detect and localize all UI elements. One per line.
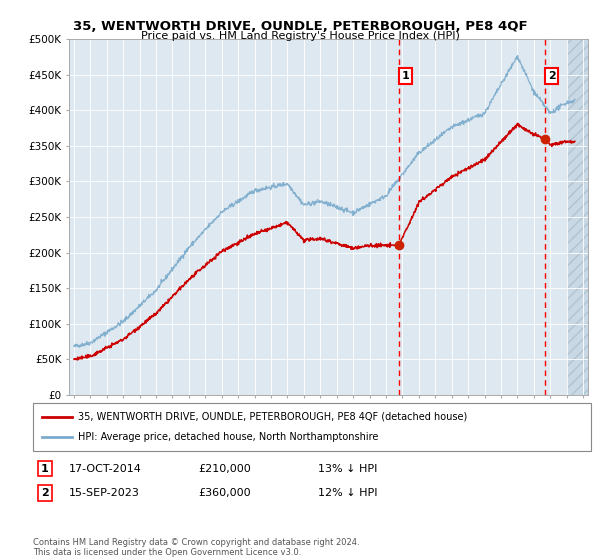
Text: Price paid vs. HM Land Registry's House Price Index (HPI): Price paid vs. HM Land Registry's House … <box>140 31 460 41</box>
Text: 15-SEP-2023: 15-SEP-2023 <box>69 488 140 498</box>
Text: 35, WENTWORTH DRIVE, OUNDLE, PETERBOROUGH, PE8 4QF (detached house): 35, WENTWORTH DRIVE, OUNDLE, PETERBOROUG… <box>78 412 467 422</box>
Text: Contains HM Land Registry data © Crown copyright and database right 2024.
This d: Contains HM Land Registry data © Crown c… <box>33 538 359 557</box>
Text: £210,000: £210,000 <box>198 464 251 474</box>
Text: 2: 2 <box>548 71 556 81</box>
Text: 17-OCT-2014: 17-OCT-2014 <box>69 464 142 474</box>
Text: 1: 1 <box>401 71 409 81</box>
Text: 13% ↓ HPI: 13% ↓ HPI <box>318 464 377 474</box>
Text: £360,000: £360,000 <box>198 488 251 498</box>
Text: 12% ↓ HPI: 12% ↓ HPI <box>318 488 377 498</box>
Text: 2: 2 <box>41 488 49 498</box>
Text: 35, WENTWORTH DRIVE, OUNDLE, PETERBOROUGH, PE8 4QF: 35, WENTWORTH DRIVE, OUNDLE, PETERBOROUG… <box>73 20 527 32</box>
Bar <box>566 39 591 395</box>
Text: 1: 1 <box>41 464 49 474</box>
Text: HPI: Average price, detached house, North Northamptonshire: HPI: Average price, detached house, Nort… <box>78 432 379 442</box>
